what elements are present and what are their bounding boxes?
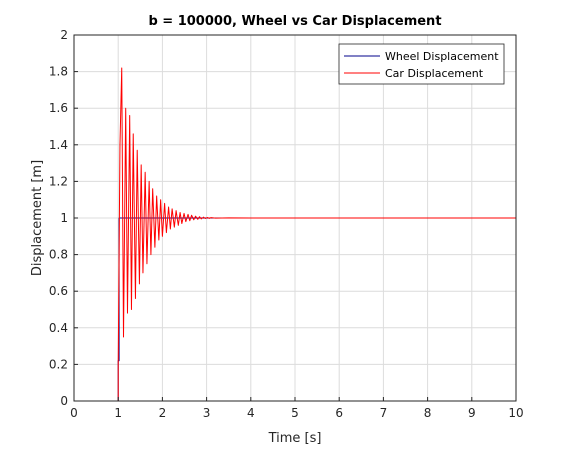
x-axis-label: Time [s] xyxy=(268,431,322,446)
x-tick-label: 5 xyxy=(291,406,299,420)
x-tick-label: 4 xyxy=(247,406,255,420)
legend: Wheel Displacement Car Displacement xyxy=(338,43,505,85)
chart-title: b = 100000, Wheel vs Car Displacement xyxy=(148,14,441,29)
y-tick-label: 1.6 xyxy=(49,101,68,115)
y-tick-label: 1.8 xyxy=(49,65,68,79)
y-axis-label: Displacement [m] xyxy=(30,160,45,276)
x-tick-label: 10 xyxy=(508,406,523,420)
y-tick-label: 0 xyxy=(60,394,68,408)
x-tick-label: 3 xyxy=(203,406,211,420)
x-tick-label: 9 xyxy=(468,406,476,420)
legend-label-car: Car Displacement xyxy=(385,67,484,80)
x-tick-label: 0 xyxy=(70,406,78,420)
y-tick-label: 0.4 xyxy=(49,321,68,335)
x-tick-label: 8 xyxy=(424,406,432,420)
x-tick-label: 1 xyxy=(114,406,122,420)
ticks: 0 1 2 3 4 5 6 7 8 9 10 0 0.2 0.4 0.6 0.8 1 1.2 1.4 1.6 1.8 2 xyxy=(49,28,524,420)
y-tick-label: 0.6 xyxy=(49,284,68,298)
y-tick-label: 1.2 xyxy=(49,174,68,188)
legend-box xyxy=(338,43,505,85)
legend-label-wheel: Wheel Displacement xyxy=(385,50,499,63)
y-tick-label: 0.2 xyxy=(49,357,68,371)
x-tick-label: 7 xyxy=(380,406,388,420)
series-line-car-displacement xyxy=(74,67,516,402)
y-tick-label: 1.4 xyxy=(49,138,68,152)
x-tick-label: 6 xyxy=(335,406,343,420)
x-tick-label: 2 xyxy=(159,406,167,420)
y-tick-label: 0.8 xyxy=(49,248,68,262)
y-tick-label: 1 xyxy=(60,211,68,225)
y-tick-label: 2 xyxy=(60,28,68,42)
